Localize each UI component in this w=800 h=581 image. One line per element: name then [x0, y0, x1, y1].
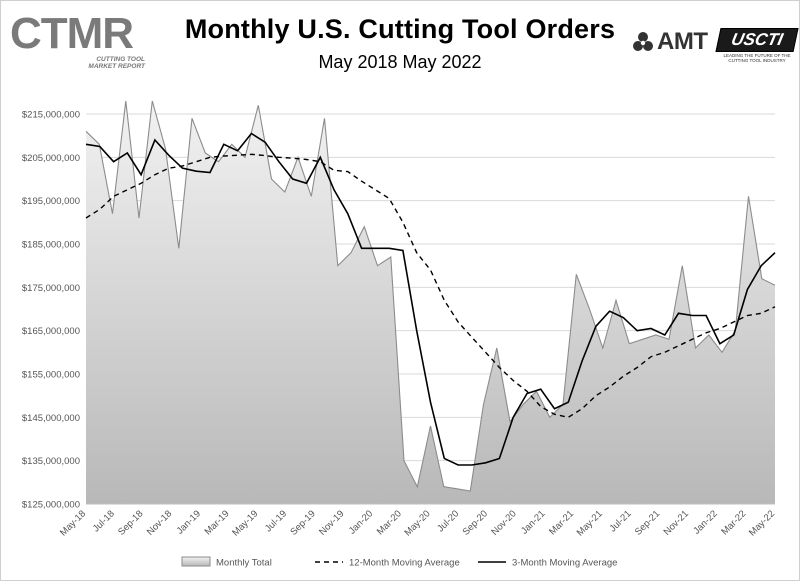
amt-trefoil-icon — [633, 32, 653, 51]
uscti-logo-text: USCTI — [715, 28, 799, 52]
uscti-logo: USCTI LEADING THE FUTURE OF THE CUTTING … — [715, 28, 799, 63]
ctmr-logo-subtext-1: CUTTING TOOL — [96, 56, 145, 63]
ctmr-logo-text: CTMR — [10, 9, 134, 58]
ctmr-logo: CTMR CUTTING TOOL MARKET REPORT — [10, 12, 150, 74]
amt-logo: AMT — [632, 28, 708, 56]
ctmr-logo-subtext-2: MARKET REPORT — [88, 63, 145, 70]
amt-logo-text: AMT — [657, 28, 708, 55]
chart-subtitle: May 2018 May 2022 — [318, 52, 482, 72]
uscti-logo-subtext: LEADING THE FUTURE OF THE CUTTING TOOL I… — [723, 53, 791, 63]
chart-title: Monthly U.S. Cutting Tool Orders — [184, 14, 616, 44]
